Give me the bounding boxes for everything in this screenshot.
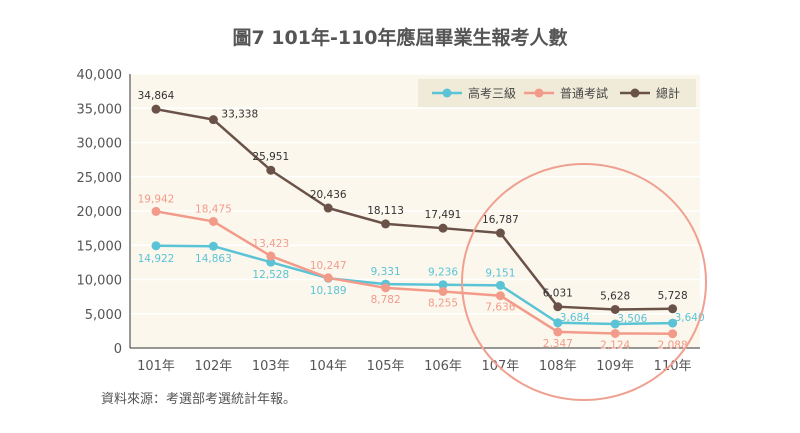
series-total-point	[668, 304, 678, 314]
x-tick-label: 105年	[367, 359, 405, 374]
series-putong-data-label: 2,088	[658, 340, 688, 352]
series-gaokao-data-label: 9,236	[428, 267, 458, 279]
series-putong-point	[323, 273, 333, 283]
x-tick-label: 102年	[194, 359, 232, 374]
x-tick-label: 104年	[309, 359, 347, 374]
series-putong-point	[610, 328, 620, 338]
series-gaokao-data-label: 12,528	[252, 269, 289, 281]
y-tick-label: 40,000	[77, 68, 123, 83]
y-tick-label: 25,000	[77, 171, 123, 186]
series-putong-data-label: 2,124	[600, 339, 630, 351]
series-total-data-label: 5,628	[600, 290, 630, 302]
y-tick-label: 15,000	[77, 239, 123, 254]
series-total-point	[266, 165, 276, 175]
series-total-data-label: 34,864	[138, 90, 175, 102]
x-tick-label: 109年	[596, 359, 634, 374]
series-total-legend-label: 總計	[656, 86, 680, 101]
series-gaokao-point	[553, 318, 563, 328]
series-total-data-label: 16,787	[482, 214, 519, 226]
series-total-point	[208, 115, 218, 125]
y-tick-label: 10,000	[77, 274, 123, 289]
series-total-data-label: 18,113	[367, 205, 404, 217]
series-total-point	[553, 302, 563, 312]
series-total-data-label: 5,728	[658, 290, 688, 302]
series-putong-point	[438, 286, 448, 296]
series-total-data-label: 20,436	[310, 189, 347, 201]
series-total-data-label: 17,491	[425, 209, 462, 221]
series-gaokao-point	[610, 319, 620, 329]
series-total-point	[323, 203, 333, 213]
series-putong-legend-marker	[534, 88, 544, 98]
series-total-point	[610, 304, 620, 314]
series-putong-point	[381, 283, 391, 293]
series-gaokao-point	[495, 280, 505, 290]
series-gaokao-data-label: 3,640	[675, 312, 705, 324]
series-putong-data-label: 2,347	[543, 338, 573, 350]
series-putong-point	[151, 206, 161, 216]
series-total-data-label: 25,951	[252, 151, 289, 163]
series-gaokao-line	[155, 244, 673, 326]
y-tick-label: 35,000	[77, 102, 123, 117]
series-gaokao-point	[438, 280, 448, 290]
series-putong-point	[668, 329, 678, 339]
series-total-point	[151, 104, 161, 114]
series-total-data-label: 33,338	[221, 109, 258, 121]
x-tick-label: 103年	[252, 359, 290, 374]
series-putong-point	[553, 327, 563, 337]
series-gaokao-point	[208, 241, 218, 251]
series-putong-line	[155, 210, 673, 335]
series-total-point	[438, 223, 448, 233]
series-total-line	[155, 107, 673, 311]
series-gaokao-data-label: 10,189	[310, 285, 347, 297]
highlight-circle	[461, 163, 707, 401]
series-putong-point	[208, 216, 218, 226]
x-tick-label: 108年	[539, 359, 577, 374]
series-putong-point	[495, 291, 505, 301]
series-putong-data-label: 8,782	[371, 294, 401, 306]
series-putong-data-label: 13,423	[252, 238, 289, 250]
series-putong-data-label: 8,255	[428, 297, 458, 309]
y-tick-label: 30,000	[77, 137, 123, 152]
x-tick-label: 110年	[654, 359, 692, 374]
x-tick-label: 107年	[481, 359, 519, 374]
y-tick-label: 5,000	[85, 308, 122, 323]
series-putong-data-label: 18,475	[195, 203, 232, 215]
series-gaokao-data-label: 3,684	[560, 312, 590, 324]
series-putong-data-label: 19,942	[138, 193, 175, 205]
series-putong-point	[266, 251, 276, 261]
series-gaokao-point	[151, 241, 161, 251]
series-putong-data-label: 7,636	[485, 302, 515, 314]
chart-title: 圖7 101年-110年應屆畢業生報考人數	[232, 26, 567, 49]
series-gaokao-data-label: 14,863	[195, 253, 232, 265]
series-total-point	[495, 228, 505, 238]
series-putong-legend-label: 普通考試	[560, 86, 608, 101]
series-total-data-label: 6,031	[543, 288, 573, 300]
series-putong-data-label: 10,247	[310, 260, 347, 272]
series-gaokao-data-label: 3,506	[617, 313, 647, 325]
series-gaokao-data-label: 14,922	[138, 253, 175, 265]
series-gaokao-legend-marker	[442, 88, 452, 98]
series-gaokao-data-label: 9,151	[485, 267, 515, 279]
y-tick-label: 20,000	[77, 205, 123, 220]
x-tick-label: 101年	[137, 359, 175, 374]
series-total-point	[381, 219, 391, 229]
series-gaokao-legend-label: 高考三級	[468, 86, 516, 101]
series-gaokao-data-label: 9,331	[371, 266, 401, 278]
x-tick-label: 106年	[424, 359, 462, 374]
source-note: 資料來源：考選部考選統計年報。	[101, 392, 297, 407]
y-tick-label: 0	[114, 342, 122, 357]
series-gaokao-point	[668, 318, 678, 328]
series-total-legend-marker	[630, 88, 640, 98]
